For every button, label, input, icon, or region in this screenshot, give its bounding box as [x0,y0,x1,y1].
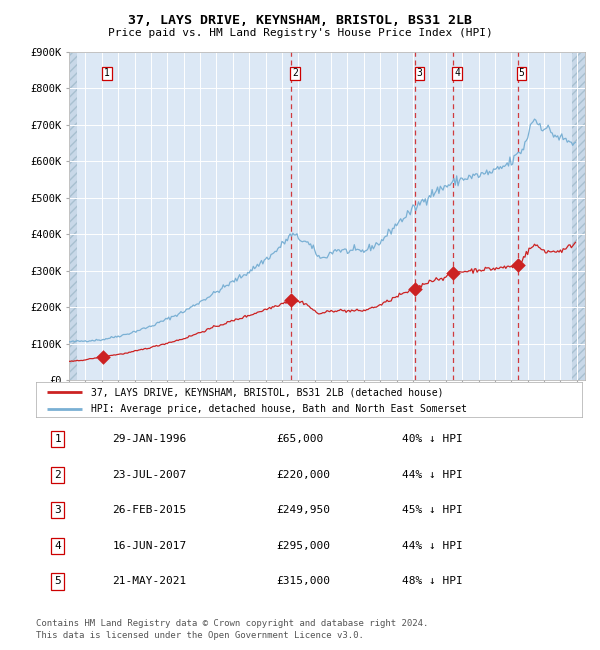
Text: £295,000: £295,000 [276,541,330,551]
Point [448,267,458,278]
Text: 21-MAY-2021: 21-MAY-2021 [112,577,187,586]
Text: 1: 1 [55,434,61,444]
Text: 48% ↓ HPI: 48% ↓ HPI [402,577,463,586]
Point [286,295,296,306]
Text: 5: 5 [518,68,524,79]
Text: 37, LAYS DRIVE, KEYNSHAM, BRISTOL, BS31 2LB (detached house): 37, LAYS DRIVE, KEYNSHAM, BRISTOL, BS31 … [91,387,443,397]
Text: Contains HM Land Registry data © Crown copyright and database right 2024.: Contains HM Land Registry data © Crown c… [36,619,428,628]
Text: 16-JUN-2017: 16-JUN-2017 [112,541,187,551]
Text: 1: 1 [104,68,110,79]
Text: 37, LAYS DRIVE, KEYNSHAM, BRISTOL, BS31 2LB: 37, LAYS DRIVE, KEYNSHAM, BRISTOL, BS31 … [128,14,472,27]
Text: This data is licensed under the Open Government Licence v3.0.: This data is licensed under the Open Gov… [36,630,364,640]
Bar [69,52,77,380]
Text: Price paid vs. HM Land Registry's House Price Index (HPI): Price paid vs. HM Land Registry's House … [107,28,493,38]
Point [410,284,420,294]
Text: £249,950: £249,950 [276,505,330,515]
Text: 44% ↓ HPI: 44% ↓ HPI [402,470,463,480]
Text: 3: 3 [55,505,61,515]
Text: 4: 4 [55,541,61,551]
Text: 45% ↓ HPI: 45% ↓ HPI [402,505,463,515]
Text: 2: 2 [292,68,298,79]
Text: 23-JUL-2007: 23-JUL-2007 [112,470,187,480]
Point [513,260,523,270]
Text: 4: 4 [454,68,460,79]
Text: £315,000: £315,000 [276,577,330,586]
Text: 3: 3 [416,68,422,79]
Point [98,352,108,362]
Text: 40% ↓ HPI: 40% ↓ HPI [402,434,463,444]
Text: HPI: Average price, detached house, Bath and North East Somerset: HPI: Average price, detached house, Bath… [91,404,467,413]
Text: 2: 2 [55,470,61,480]
Text: £220,000: £220,000 [276,470,330,480]
Bar [572,52,585,380]
Text: 26-FEB-2015: 26-FEB-2015 [112,505,187,515]
Text: 5: 5 [55,577,61,586]
Text: £65,000: £65,000 [276,434,323,444]
Text: 29-JAN-1996: 29-JAN-1996 [112,434,187,444]
Text: 44% ↓ HPI: 44% ↓ HPI [402,541,463,551]
